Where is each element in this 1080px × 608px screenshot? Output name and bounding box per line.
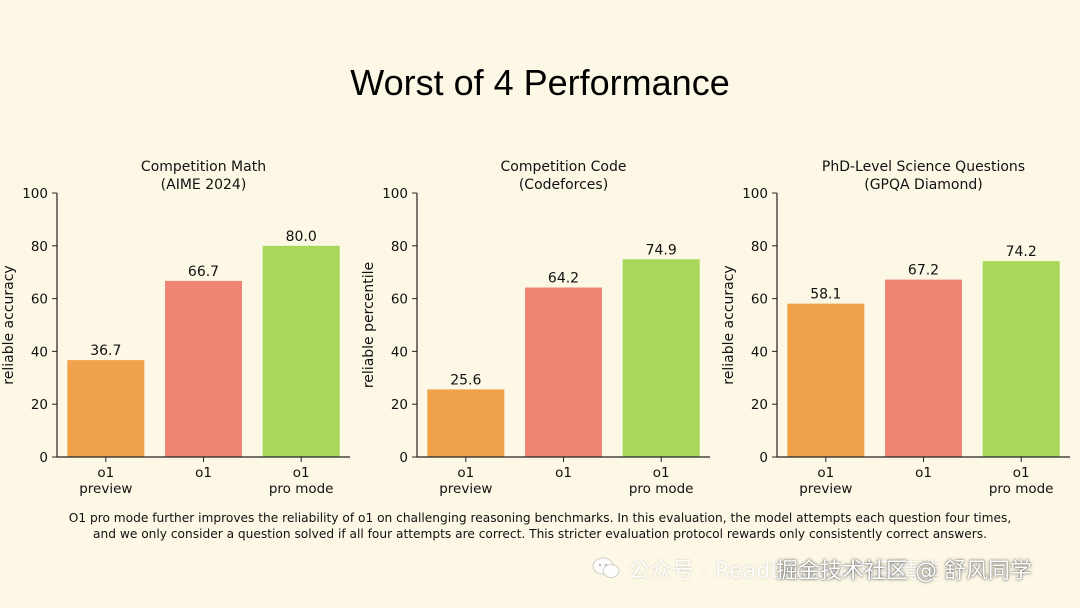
chart-2-data-label-2: 64.2	[548, 271, 579, 287]
watermark-credit: 掘金技术社区 @ 舒风同学	[776, 559, 1032, 584]
chart-3-xtick-label: o1	[915, 465, 932, 481]
chart-3-ytick-label: 20	[751, 397, 768, 413]
chart-3-bar-2	[885, 279, 962, 457]
chart-1-bar-3	[262, 245, 340, 457]
caption: O1 pro mode further improves the reliabi…	[20, 510, 1060, 542]
wechat-icon	[592, 557, 620, 578]
chart-3-xtick-label: o1	[1013, 465, 1030, 481]
page-title: Worst of 4 Performance	[350, 62, 730, 103]
chart-1-data-label-3: 80.0	[286, 229, 317, 245]
caption-line-2: and we only consider a question solved i…	[93, 527, 987, 541]
chart-3-bar-3	[982, 261, 1060, 457]
chart-2-xtick-label: o1	[555, 465, 572, 481]
chart-2-ytick-label: 60	[391, 292, 408, 308]
chart-3-ylabel: reliable accuracy	[721, 265, 737, 384]
chart-1-data-label-1: 36.7	[90, 343, 121, 359]
watermark-account: 公众号 · ReadLecture内容精选	[628, 559, 941, 584]
chart-3-xtick-label: pro mode	[989, 481, 1054, 497]
chart-2-ytick-label: 100	[382, 186, 408, 202]
chart-3-ytick-label: 0	[759, 450, 768, 466]
chart-1-xtick-label: preview	[79, 481, 132, 497]
chart-2-ylabel: reliable percentile	[361, 262, 377, 388]
chart-3-xtick-label: o1	[817, 465, 834, 481]
chart-2-xtick-label: pro mode	[629, 481, 694, 497]
chart-2-data-label-1: 25.6	[450, 372, 481, 388]
chart-3-ytick-label: 80	[751, 239, 768, 255]
chart-1-ytick-label: 40	[31, 344, 48, 360]
chart-3-ytick-label: 40	[751, 344, 768, 360]
chart-2-data-label-3: 74.9	[646, 242, 677, 258]
chart-1-bar-2	[165, 280, 242, 457]
chart-2-xtick-label: o1	[457, 465, 474, 481]
chart-3-subtitle: (GPQA Diamond)	[864, 177, 982, 193]
chart-3-ytick-label: 60	[751, 292, 768, 308]
chart-2-bar-2	[525, 287, 602, 457]
chart-3-bar-1	[787, 303, 865, 457]
chart-1-bar-1	[67, 360, 145, 457]
chart-1-ytick-label: 0	[39, 450, 48, 466]
chart-2-bar-3	[622, 259, 700, 457]
chart-2-title: Competition Code	[501, 159, 627, 175]
chart-2-ytick-label: 20	[391, 397, 408, 413]
chart-2-ytick-label: 40	[391, 344, 408, 360]
chart-1-xtick-label: o1	[293, 465, 310, 481]
chart-1-title: Competition Math	[141, 159, 266, 175]
chart-2-bar-1	[427, 389, 505, 457]
chart-3-title: PhD-Level Science Questions	[822, 159, 1025, 175]
chart-1-ylabel: reliable accuracy	[1, 265, 17, 384]
chart-1-xtick-label: pro mode	[269, 481, 334, 497]
chart-3-data-label-2: 67.2	[908, 263, 939, 279]
caption-line-1: O1 pro mode further improves the reliabi…	[68, 511, 1012, 525]
chart-1-data-label-2: 66.7	[188, 264, 219, 280]
chart-1-ytick-label: 80	[31, 239, 48, 255]
chart-2-xtick-label: preview	[439, 481, 492, 497]
chart-3-ytick-label: 100	[742, 186, 768, 202]
chart-1-ytick-label: 60	[31, 292, 48, 308]
chart-2-xtick-label: o1	[653, 465, 670, 481]
chart-1-subtitle: (AIME 2024)	[161, 177, 247, 193]
chart-1-ytick-label: 100	[22, 186, 48, 202]
chart-1-xtick-label: o1	[195, 465, 212, 481]
chart-2-ytick-label: 0	[399, 450, 408, 466]
chart-2-ytick-label: 80	[391, 239, 408, 255]
chart-2-subtitle: (Codeforces)	[519, 177, 608, 193]
chart-3-xtick-label: preview	[799, 481, 852, 497]
chart-1-ytick-label: 20	[31, 397, 48, 413]
chart-3-data-label-3: 74.2	[1006, 244, 1037, 260]
chart-3-data-label-1: 58.1	[810, 287, 841, 303]
chart-1-xtick-label: o1	[97, 465, 114, 481]
